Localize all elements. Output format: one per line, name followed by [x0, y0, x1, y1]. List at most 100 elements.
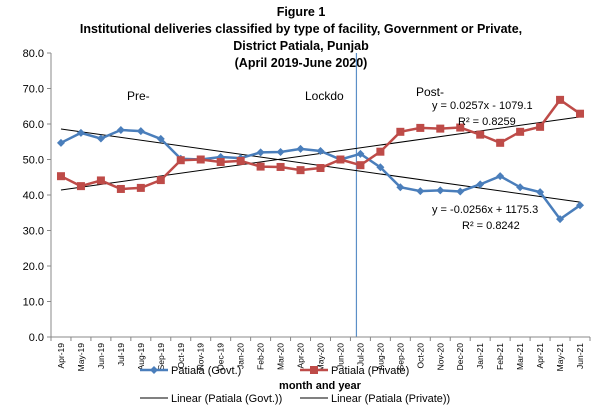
data-point-govt	[76, 128, 85, 137]
data-series	[56, 95, 585, 224]
chart-legend: Patiala (Govt.) Patiala (Private) month …	[140, 365, 450, 405]
data-point-private	[176, 156, 185, 165]
data-point-govt	[156, 134, 165, 143]
data-point-govt	[116, 126, 125, 135]
data-point-private	[96, 176, 105, 185]
x-tick-label: Jan-20	[236, 343, 246, 369]
x-tick-label: Sep-20	[395, 343, 405, 371]
x-tick-label: Jul-19	[116, 343, 126, 366]
x-tick-label: Apr-19	[56, 343, 66, 369]
x-tick-label: Aug-19	[136, 343, 146, 371]
x-tick-label: Nov-20	[435, 343, 445, 371]
x-tick-label: Apr-20	[296, 343, 306, 369]
title-line-3: District Patiala, Punjab	[233, 39, 369, 53]
data-point-private	[576, 109, 585, 118]
legend-marker-govt	[150, 366, 158, 374]
data-point-private	[56, 172, 65, 181]
title-line-1: Figure 1	[276, 5, 326, 19]
data-point-private	[496, 138, 505, 147]
annotations: Pre- Lockdo Post- y = 0.0257x - 1079.1 R…	[127, 85, 538, 232]
y-tick-label: 70.0	[23, 84, 44, 96]
data-point-govt	[436, 186, 445, 195]
title-line-2: Institutional deliveries classified by t…	[79, 22, 523, 36]
data-point-govt	[136, 127, 145, 136]
data-point-private	[456, 123, 465, 132]
x-tick-label: Feb-20	[256, 343, 266, 370]
annotation-pre: Pre-	[127, 89, 150, 103]
y-tick-label: 40.0	[23, 190, 44, 202]
data-point-govt	[56, 138, 65, 147]
x-tick-label: May-21	[555, 343, 565, 372]
data-point-govt	[96, 134, 105, 143]
data-point-govt	[316, 146, 325, 155]
y-tick-label: 0.0	[29, 332, 44, 344]
data-point-private	[276, 162, 285, 171]
data-point-private	[296, 166, 305, 175]
x-tick-label: Oct-19	[176, 343, 186, 369]
data-point-private	[476, 130, 485, 139]
data-point-private	[136, 183, 145, 192]
x-tick-label: Aug-20	[375, 343, 385, 371]
r2-govt: R² = 0.8242	[462, 220, 520, 232]
x-tick-label: Dec-20	[455, 343, 465, 371]
data-point-govt	[536, 188, 545, 197]
data-point-private	[416, 123, 425, 132]
data-point-private	[356, 161, 365, 170]
x-tick-label: Nov-19	[196, 343, 206, 371]
x-tick-label: Feb-21	[495, 343, 505, 370]
y-tick-label: 10.0	[23, 297, 44, 309]
data-point-private	[196, 155, 205, 164]
x-tick-label: May-20	[316, 343, 326, 372]
legend-label-govt: Patiala (Govt.)	[171, 365, 241, 377]
data-point-govt	[456, 187, 465, 196]
x-tick-label: Dec-19	[216, 343, 226, 371]
data-point-private	[156, 176, 165, 185]
y-tick-label: 80.0	[23, 48, 44, 60]
equation-govt: y = -0.0256x + 1175.3	[432, 204, 538, 216]
data-point-govt	[276, 148, 285, 157]
y-tick-label: 60.0	[23, 119, 44, 131]
equation-private: y = 0.0257x - 1079.1	[432, 100, 533, 112]
legend-label-private: Patiala (Private)	[331, 365, 409, 377]
data-point-govt	[496, 172, 505, 181]
data-point-private	[536, 122, 545, 131]
x-tick-label: May-19	[76, 343, 86, 372]
x-tick-label: Apr-21	[535, 343, 545, 369]
chart-axes: 0.0 10.0 20.0 30.0 40.0 50.0 60.0 70.0 80.0 Apr-1…	[23, 48, 591, 372]
data-point-govt	[516, 183, 525, 192]
data-point-private	[556, 95, 565, 104]
data-point-private	[116, 184, 125, 193]
y-tick-label: 20.0	[23, 261, 44, 273]
x-tick-label: Jun-21	[575, 343, 585, 369]
x-axis-label: month and year	[279, 380, 362, 392]
data-point-govt	[296, 144, 305, 153]
chart-title: Figure 1 Institutional deliveries classi…	[0, 4, 602, 72]
data-point-private	[516, 127, 525, 136]
data-point-private	[436, 124, 445, 133]
data-point-private	[376, 147, 385, 156]
data-point-govt	[356, 149, 365, 158]
data-point-govt	[416, 187, 425, 196]
data-point-govt	[396, 183, 405, 192]
data-point-private	[216, 157, 225, 166]
data-point-private	[316, 164, 325, 173]
data-point-private	[336, 155, 345, 164]
x-tick-label: Jan-21	[475, 343, 485, 369]
r2-private: R² = 0.8259	[458, 116, 516, 128]
x-tick-label: Jun-20	[335, 343, 345, 369]
x-tick-label: Jul-20	[355, 343, 365, 366]
data-point-private	[76, 182, 85, 191]
legend-label-trend-private: Linear (Patiala (Private))	[331, 393, 450, 405]
x-tick-label: Mar-20	[276, 343, 286, 370]
data-point-govt	[376, 163, 385, 172]
x-tick-label: Mar-21	[515, 343, 525, 370]
data-point-govt	[476, 180, 485, 189]
data-point-govt	[576, 201, 585, 210]
x-tick-label: Oct-20	[415, 343, 425, 369]
legend-label-trend-govt: Linear (Patiala (Govt.))	[171, 393, 282, 405]
data-point-private	[396, 127, 405, 136]
data-point-private	[256, 162, 265, 171]
annotation-lockdown: Lockdo	[305, 89, 344, 103]
data-point-govt	[256, 148, 265, 157]
